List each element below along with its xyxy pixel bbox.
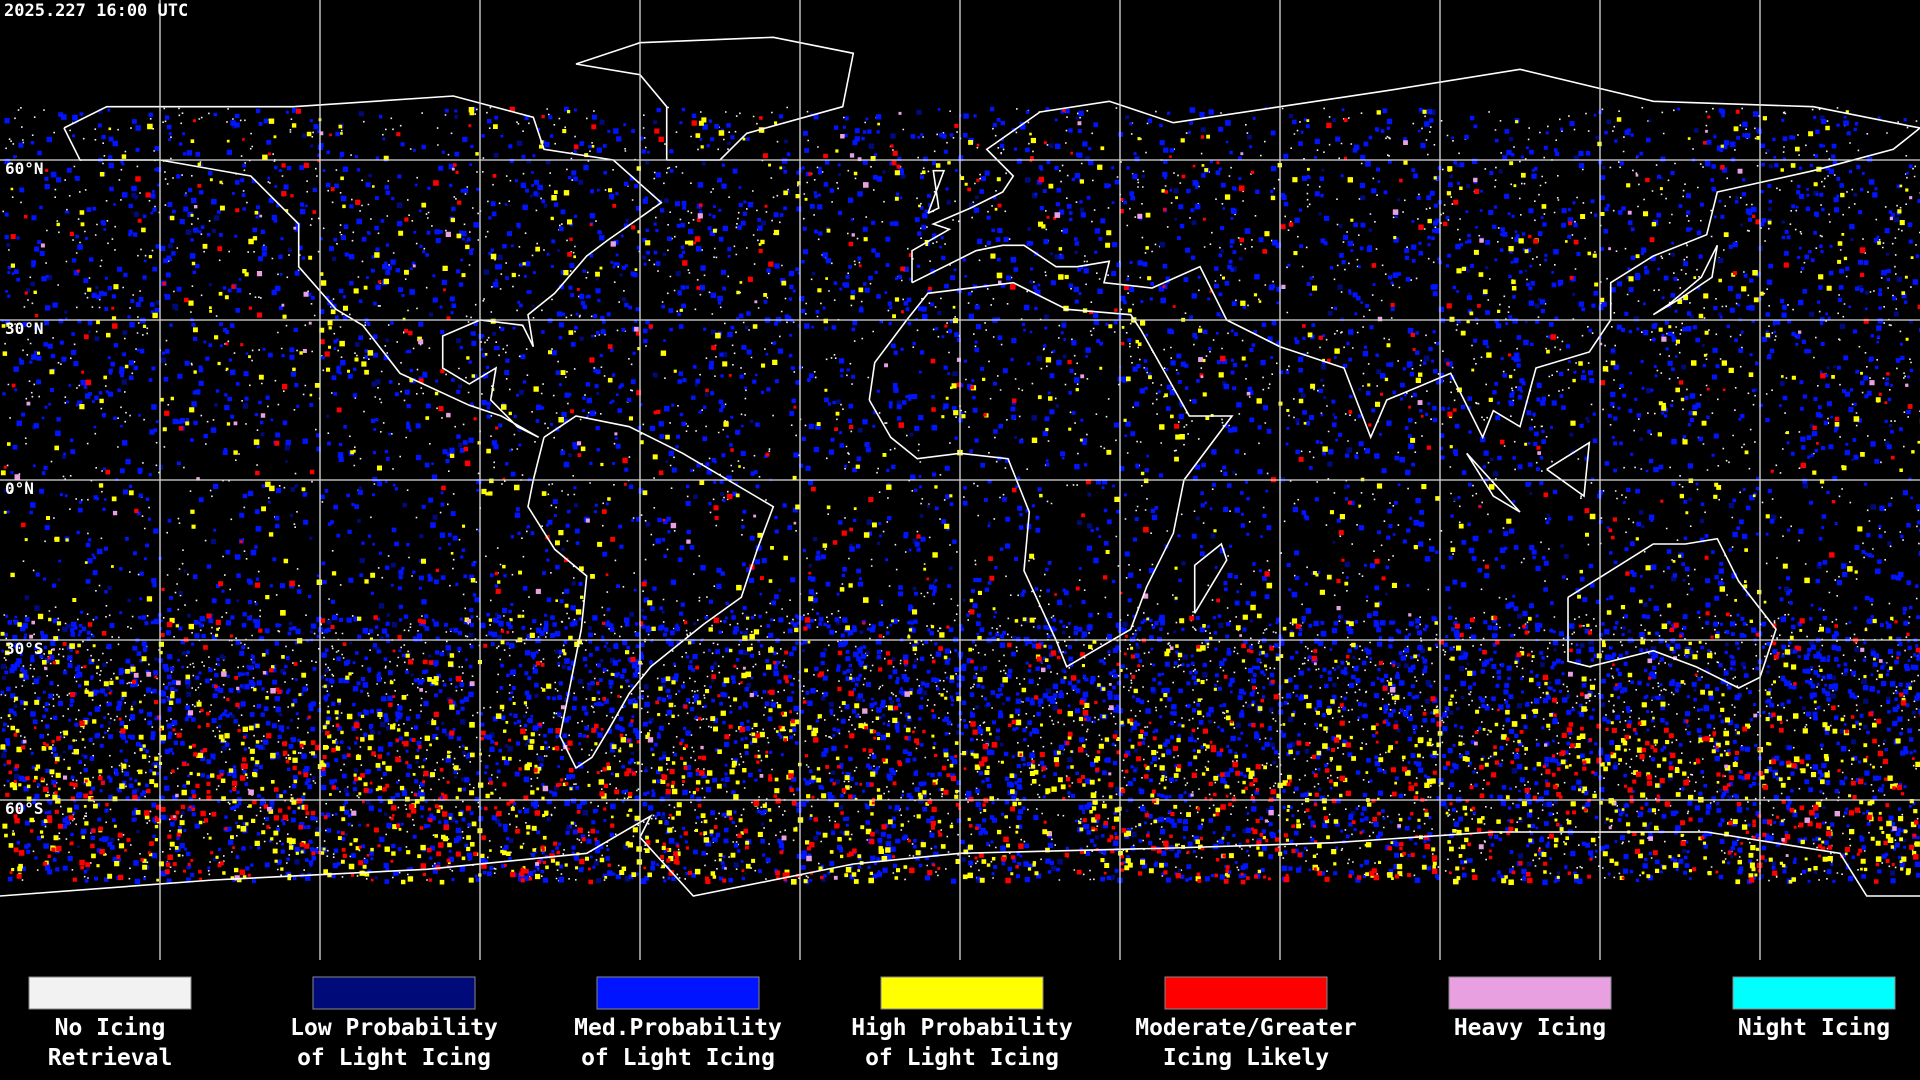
legend-label: Low Probability (290, 1015, 498, 1041)
lat-labels: 60°N 30°N 0°N 30°S 60°S (5, 159, 44, 818)
legend-swatch (880, 976, 1044, 1010)
icing-field (0, 106, 1920, 885)
legend-label: High Probability (851, 1015, 1073, 1041)
legend-label: of Light Icing (865, 1045, 1059, 1071)
coastline (0, 813, 1920, 897)
coastline (63, 95, 663, 439)
legend: No Icing Retrieval Low Probability of Light… (28, 976, 1896, 1071)
coastlines (0, 36, 1920, 897)
graticule (0, 0, 1920, 960)
legend-swatch (1164, 976, 1328, 1010)
timestamp: 2025.227 16:00 UTC (4, 1, 188, 21)
legend-label: No Icing (55, 1015, 166, 1041)
legend-label: Moderate/Greater (1135, 1015, 1357, 1041)
legend-swatch (1448, 976, 1612, 1010)
legend-label: Icing Likely (1163, 1045, 1329, 1071)
legend-label: Retrieval (48, 1045, 173, 1071)
coastline (911, 68, 1920, 440)
lat-label: 30°S (5, 639, 44, 658)
legend-label: of Light Icing (581, 1045, 775, 1071)
legend-label: Med.Probability (574, 1015, 782, 1041)
legend-swatch (596, 976, 760, 1010)
coastline (1546, 441, 1591, 498)
icing-pixels (0, 106, 1920, 885)
legend-label: Heavy Icing (1454, 1015, 1606, 1041)
coastline (527, 415, 775, 770)
coastline (575, 36, 855, 161)
legend-swatch (1732, 976, 1896, 1010)
legend-swatch (28, 976, 192, 1010)
coastline (1193, 542, 1228, 614)
coastline (927, 169, 946, 215)
coastline (1466, 452, 1521, 513)
legend-label: Night Icing (1738, 1015, 1890, 1041)
lat-label: 30°N (5, 319, 44, 338)
lat-label: 0°N (5, 479, 34, 498)
lat-label: 60°N (5, 159, 44, 178)
lat-label: 60°S (5, 799, 44, 818)
coastline (868, 281, 1234, 668)
legend-label: of Light Icing (297, 1045, 491, 1071)
coastline (1652, 244, 1719, 316)
legend-swatch (312, 976, 476, 1010)
